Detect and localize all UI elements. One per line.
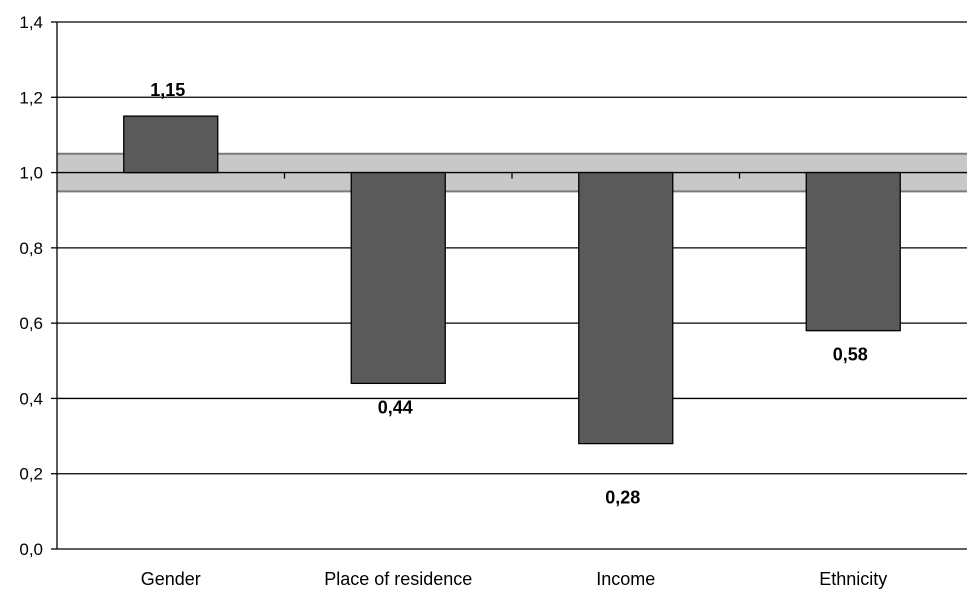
category-labels: Gender Place of residence Income Ethnicity (141, 569, 888, 589)
bar-ethnicity (805, 171, 901, 332)
data-label: 0,28 (605, 488, 640, 508)
category-label: Gender (141, 569, 201, 589)
y-tick-label: 1,0 (19, 164, 43, 183)
axes (51, 21, 967, 550)
data-labels: 1,15 0,44 0,28 0,58 (150, 80, 868, 507)
y-tick-label: 1,4 (19, 13, 43, 32)
y-tick-labels: 0,0 0,2 0,4 0,6 0,8 1,0 1,2 1,4 (19, 13, 43, 559)
bar-gender (123, 115, 219, 174)
y-tick-label: 1,2 (19, 88, 43, 107)
y-tick-label: 0,4 (19, 389, 43, 408)
y-tick-label: 0,2 (19, 465, 43, 484)
category-label: Income (596, 569, 655, 589)
bar-place-of-residence (350, 171, 446, 385)
data-label: 0,44 (378, 397, 413, 417)
category-label: Ethnicity (819, 569, 887, 589)
y-tick-label: 0,6 (19, 314, 43, 333)
data-label: 0,58 (833, 345, 868, 365)
bar-income (578, 171, 674, 445)
y-tick-label: 0,8 (19, 239, 43, 258)
category-label: Place of residence (324, 569, 472, 589)
data-label: 1,15 (150, 80, 185, 100)
y-tick-label: 0,0 (19, 540, 43, 559)
bars (123, 115, 901, 445)
